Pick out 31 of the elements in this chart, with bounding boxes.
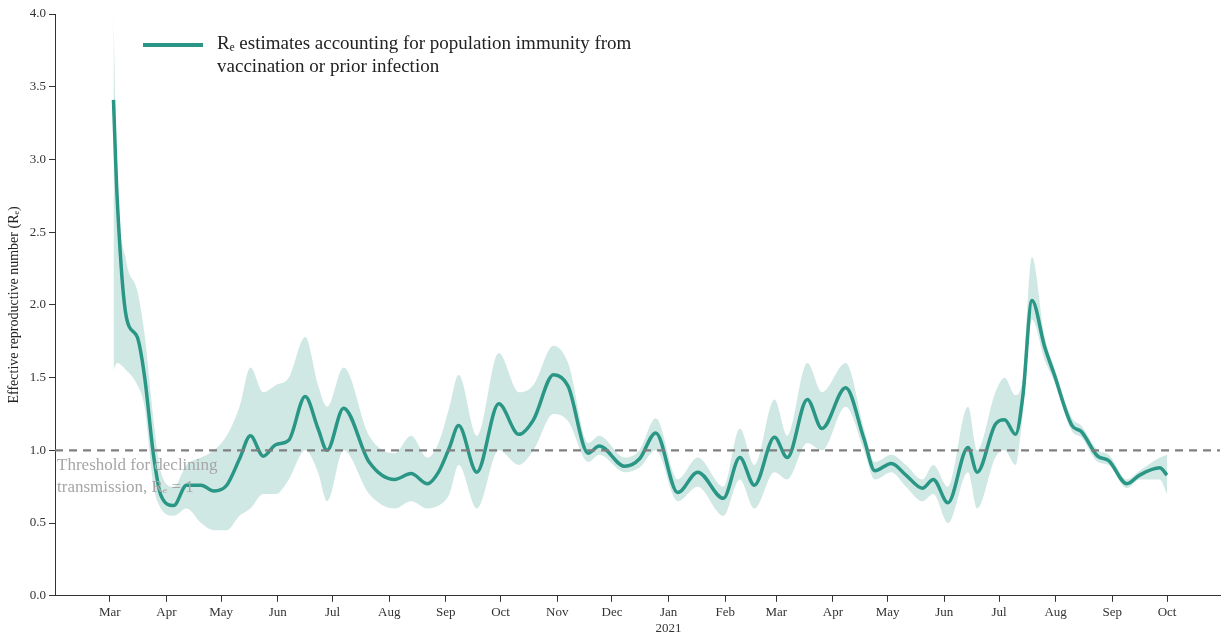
y-tick-label: 3.5: [29, 78, 47, 94]
y-tick-label: 0.5: [29, 514, 47, 530]
y-tick-label: 0.0: [29, 587, 47, 603]
y-tick-label: 2.5: [29, 223, 47, 239]
x-tick-label: Mar: [765, 604, 788, 620]
x-tick-label: Aug: [1044, 604, 1068, 620]
x-tick-label: Jan 2021: [655, 604, 682, 635]
x-tick-label: Feb: [715, 604, 735, 620]
x-tick-label: Apr: [822, 604, 844, 620]
x-tick-label: Mar: [98, 604, 122, 620]
y-tick-label: 1.5: [29, 369, 47, 385]
y-tick-label: 2.0: [29, 296, 47, 312]
x-tick-label: Sep: [436, 604, 456, 620]
x-tick-label: Aug: [378, 604, 401, 620]
x-tick-label: Nov: [545, 604, 569, 620]
y-axis-title: Effective reproductive number (Rₑ): [6, 205, 23, 404]
y-tick-label: 3.0: [29, 150, 47, 166]
x-tick-label: Dec: [601, 604, 623, 620]
y-tick-label: 1.0: [29, 441, 47, 457]
x-tick-label: May: [875, 604, 901, 620]
x-tick-label: Jun: [268, 604, 288, 620]
y-tick-label: 4.0: [29, 5, 47, 21]
x-tick-label: Apr: [156, 604, 178, 620]
x-tick-label: Oct: [1157, 604, 1177, 620]
x-tick-label: Jul: [991, 604, 1008, 620]
x-tick-label: Oct: [491, 604, 511, 620]
x-tick-label: May: [209, 604, 234, 620]
legend-label: Rₑ estimates accounting for population immunity from vaccination or prior infection: [217, 32, 633, 78]
x-tick-label: Jun: [935, 604, 954, 620]
x-tick-label: Sep: [1102, 604, 1123, 620]
x-tick-label: Jul: [325, 604, 341, 620]
